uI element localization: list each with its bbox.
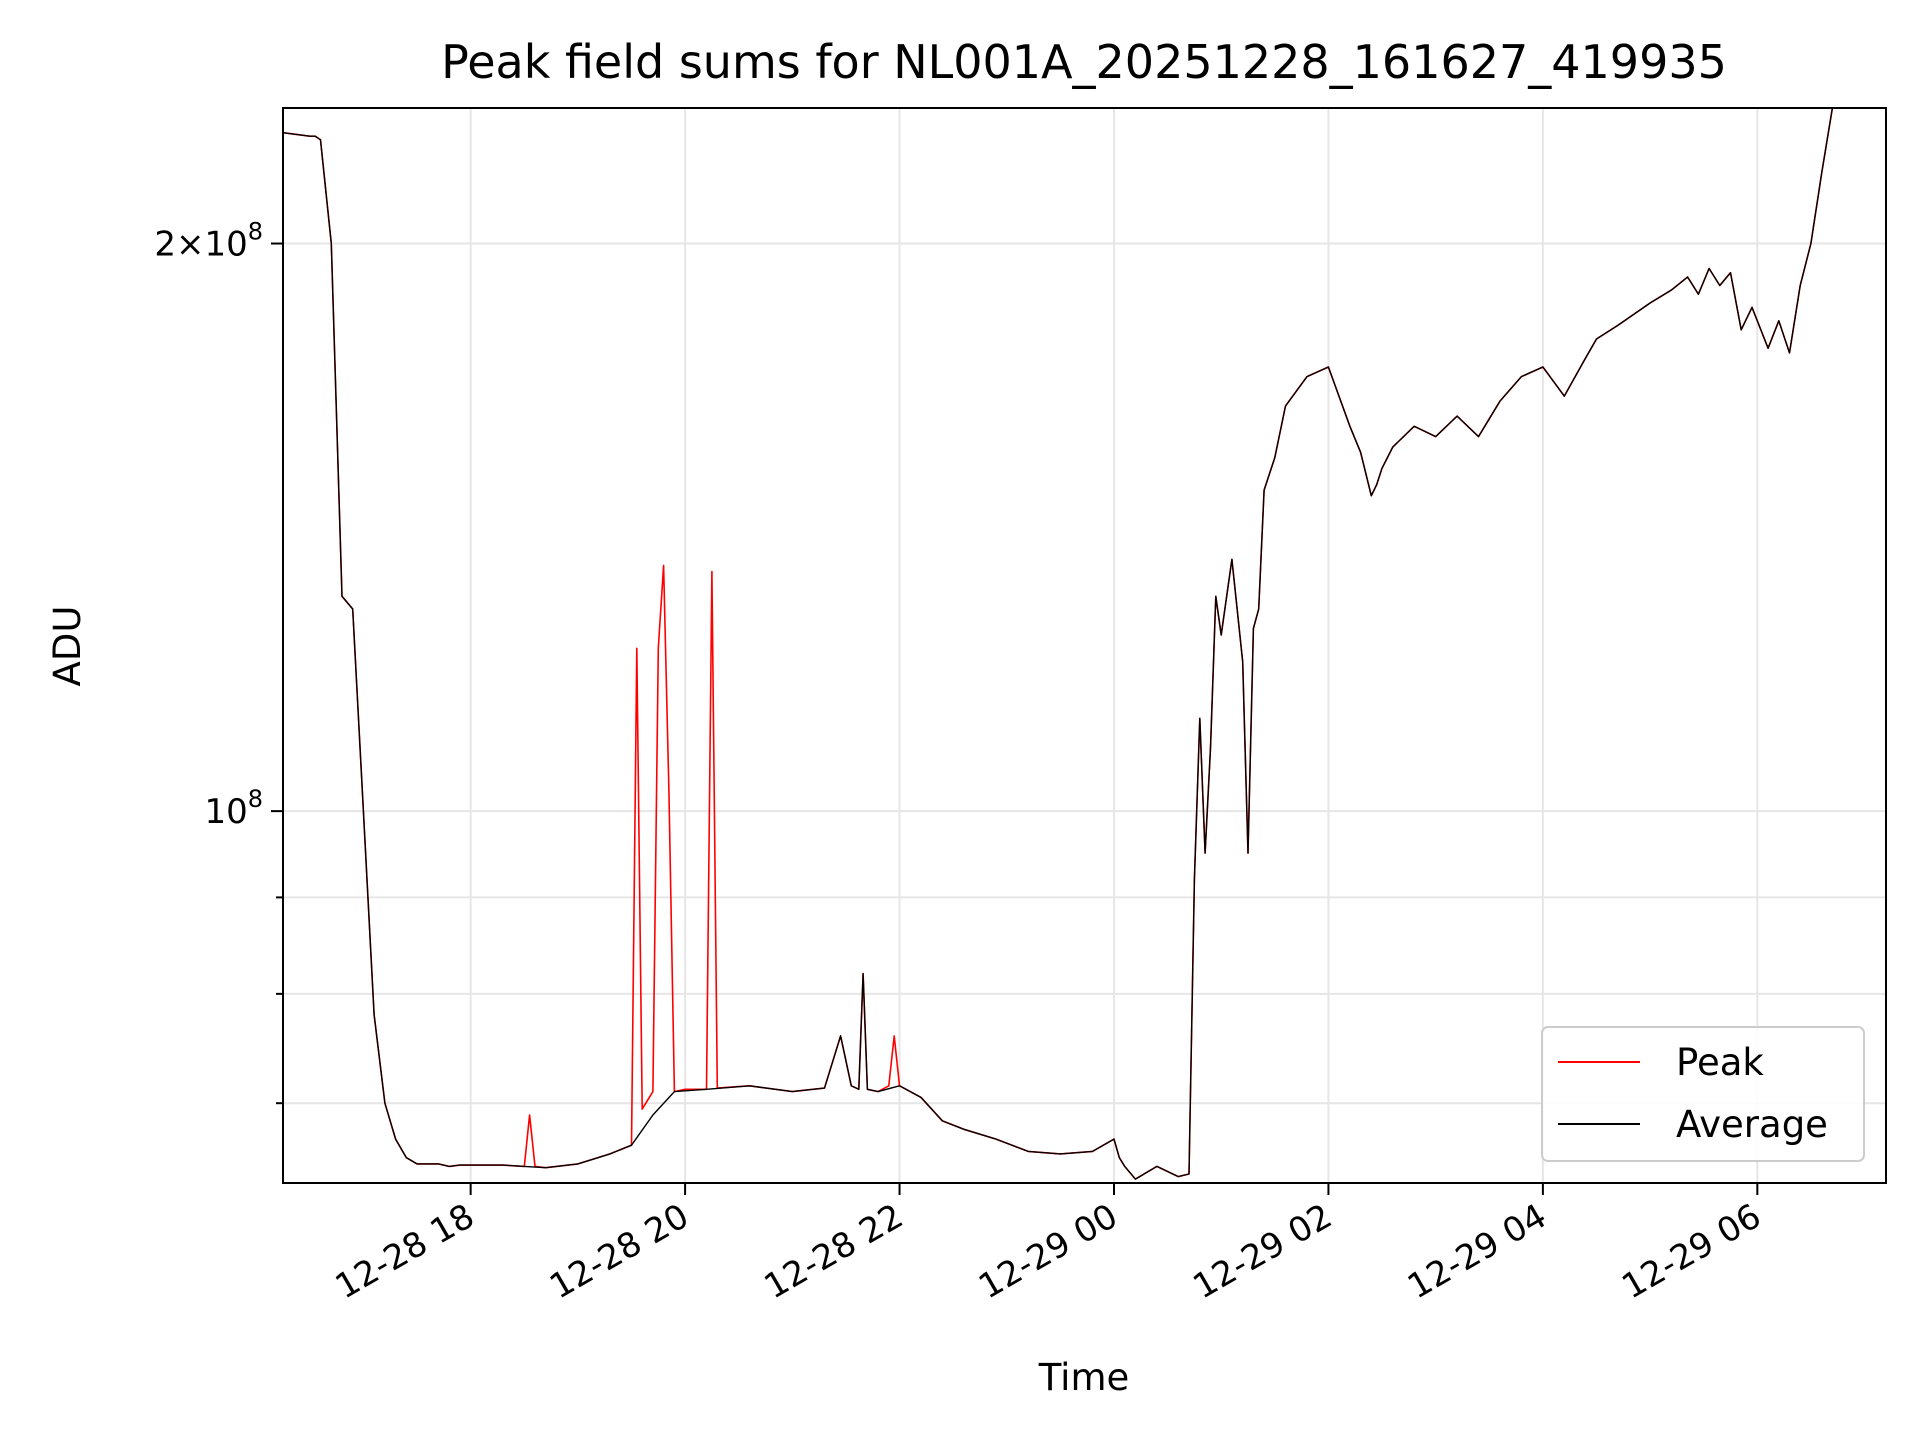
legend: Peak Average [1541,1026,1865,1162]
series-line-average [283,108,1854,1180]
y-tick-label: 108 [204,785,263,832]
legend-label-average: Average [1676,1103,1828,1146]
series-group [283,108,1854,1180]
y-axis-label: ADU [46,606,89,687]
grid [283,108,1886,1183]
x-axis-label: Time [1038,1356,1130,1399]
chart-title: Peak field sums for NL001A_20251228_1616… [441,35,1727,89]
series-layer [283,108,1854,1180]
legend-box [1541,1026,1865,1162]
plot-frame [282,107,1887,1184]
legend-label-peak: Peak [1676,1041,1764,1084]
y-tick-label: 2×108 [154,218,263,265]
